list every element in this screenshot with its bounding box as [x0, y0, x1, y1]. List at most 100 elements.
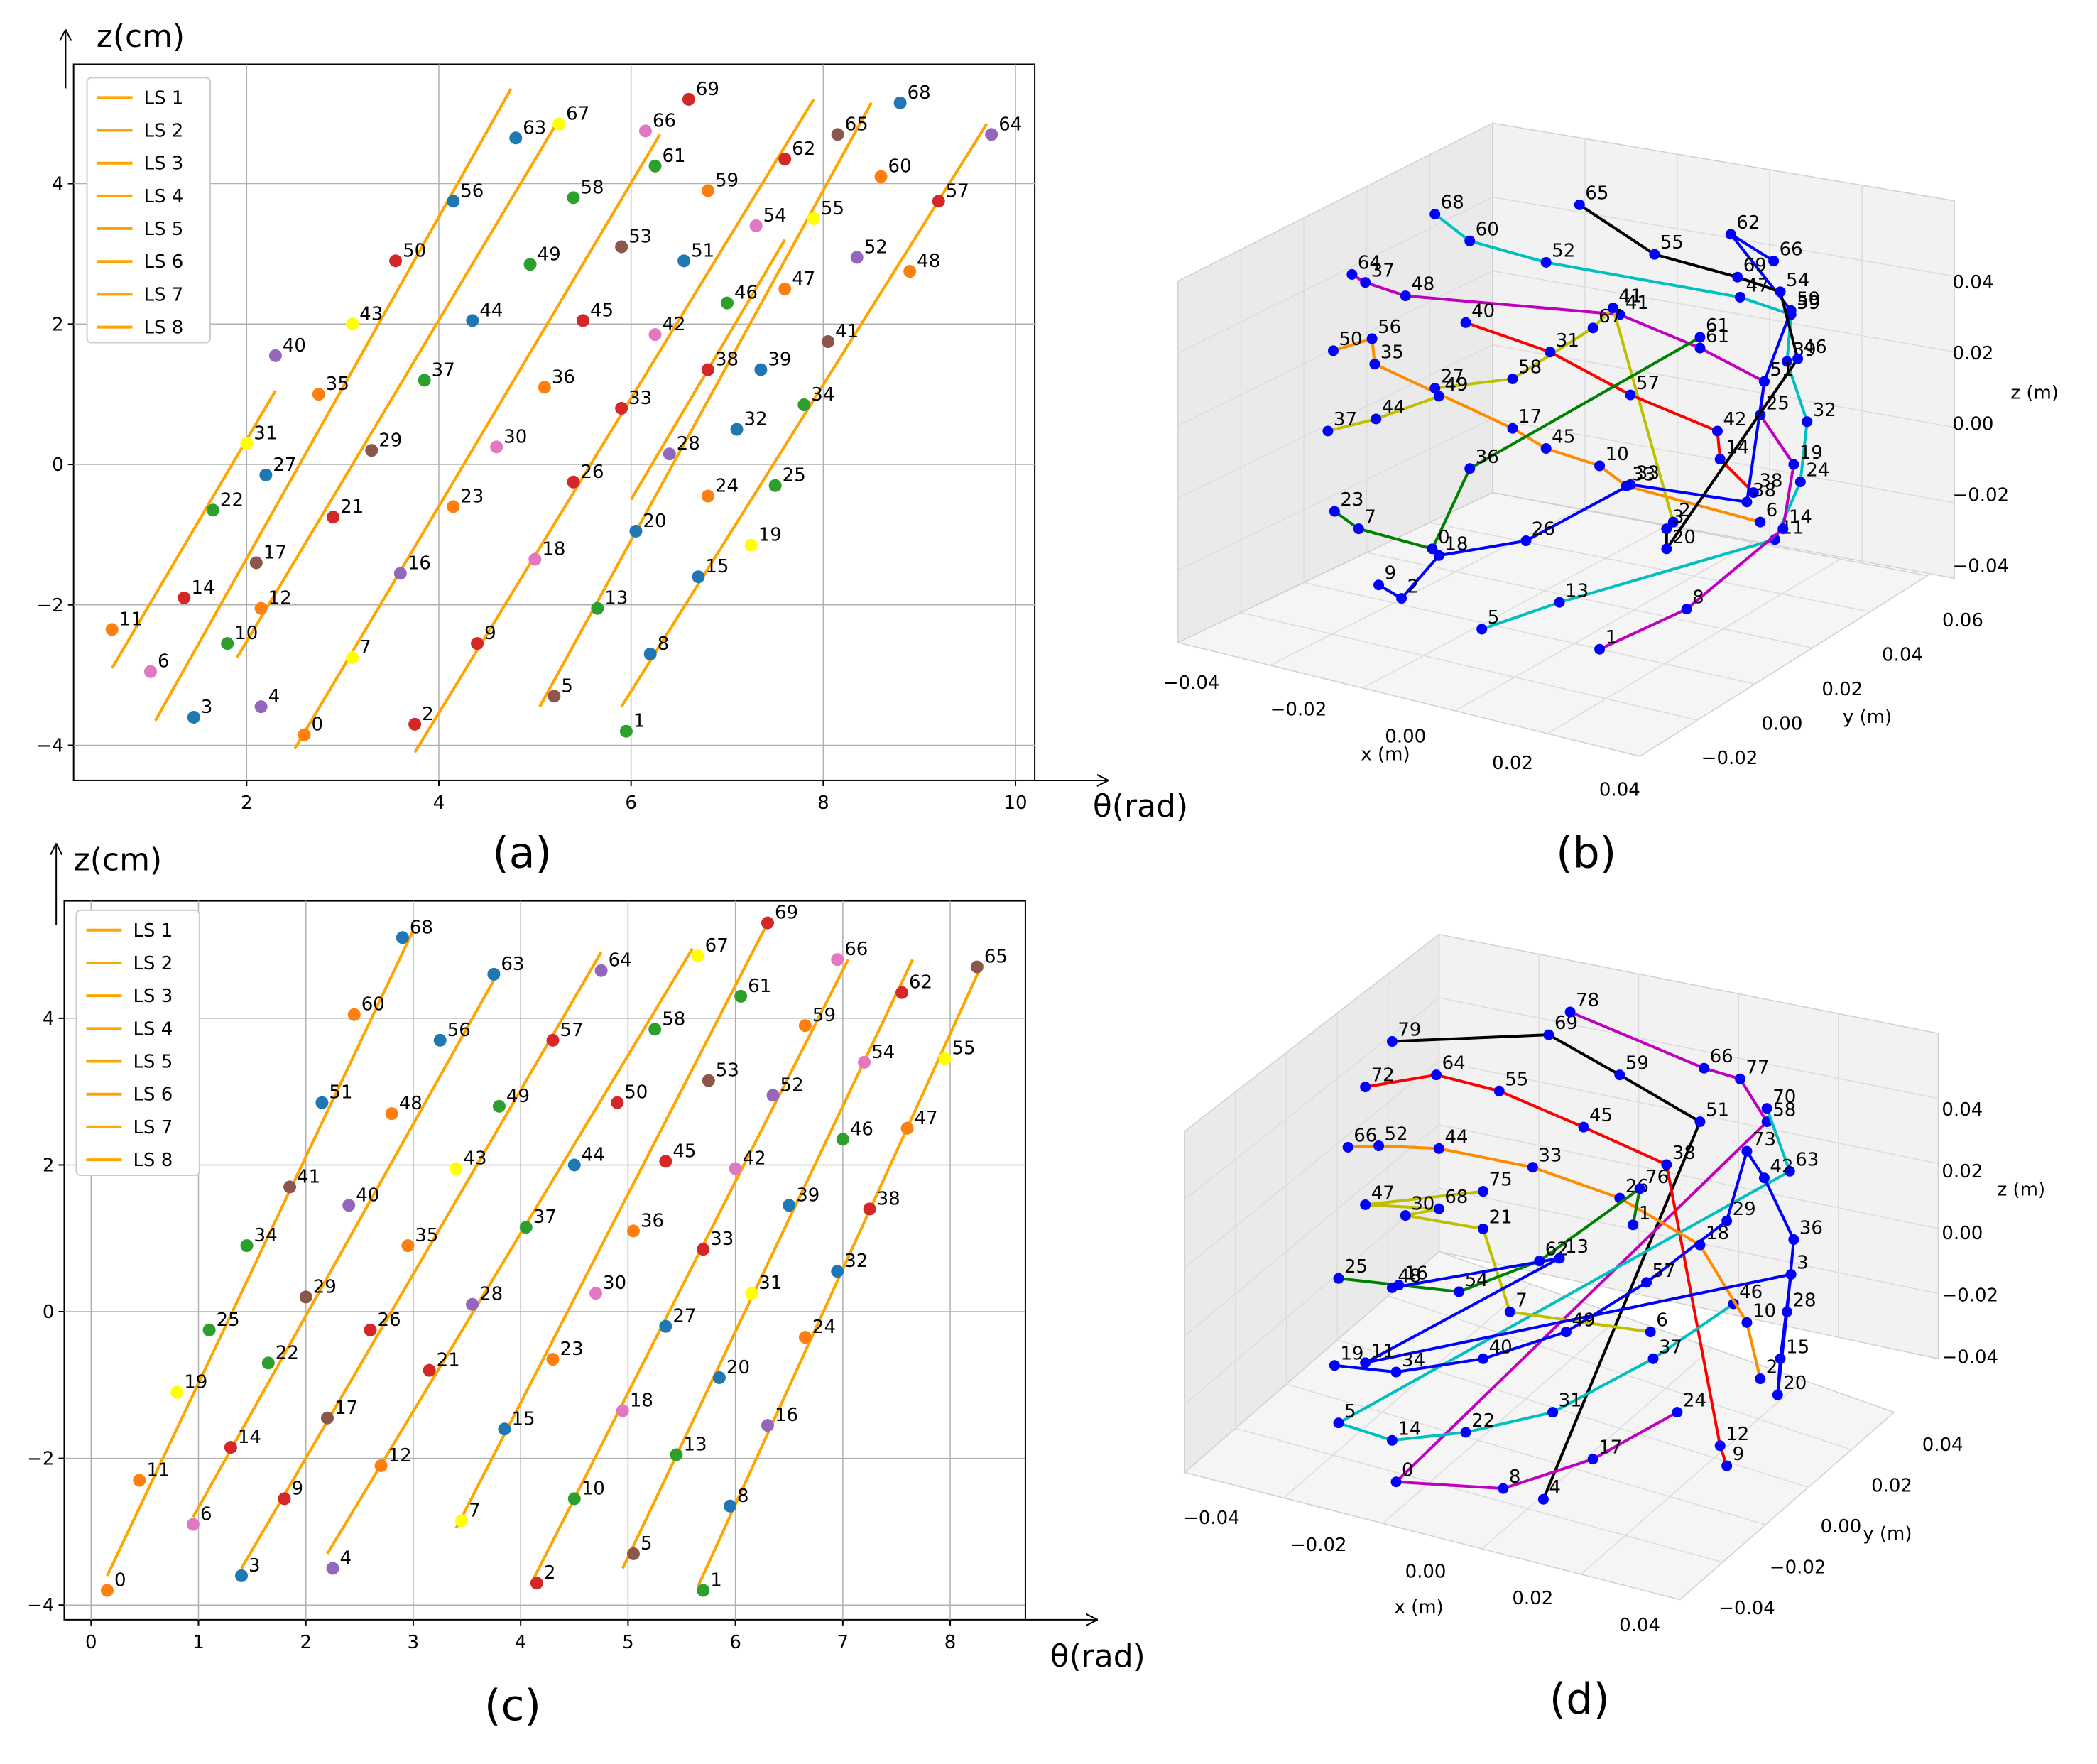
panel-label: (d) [1549, 1675, 1610, 1724]
curve-point-label: 29 [1733, 1199, 1756, 1220]
data-point-38 [863, 1202, 876, 1216]
fit-line-4 [326, 947, 694, 1555]
data-point-45 [659, 1155, 672, 1168]
data-point-14 [224, 1441, 237, 1454]
curve-point [1327, 345, 1339, 356]
data-point-27 [659, 1319, 672, 1333]
grid-line [1184, 1187, 1439, 1405]
curve-point-label: 59 [1797, 293, 1820, 314]
curve-point-label: 5 [1488, 607, 1500, 628]
data-point-label: 44 [479, 300, 503, 321]
curve-point [1537, 1493, 1549, 1505]
curve-point [1543, 1029, 1554, 1040]
curve-point [1792, 353, 1804, 364]
data-point-61 [734, 989, 748, 1003]
legend-label: LS 3 [144, 153, 184, 175]
data-point-64 [985, 128, 998, 141]
y-tick-label: 4 [52, 174, 64, 195]
curve-point-label: 41 [1618, 286, 1642, 307]
z-tick-label: −0.02 [1941, 1285, 1998, 1306]
data-point-19 [744, 538, 758, 552]
curve-point [1574, 199, 1585, 210]
data-point-label: 36 [552, 366, 575, 388]
data-point-label: 55 [952, 1038, 975, 1060]
data-point-33 [615, 401, 628, 415]
data-point-label: 54 [763, 205, 787, 227]
data-point-label: 24 [715, 476, 739, 497]
data-point-42 [729, 1162, 742, 1175]
data-point-11 [105, 623, 119, 636]
data-point-28 [663, 447, 676, 461]
data-point-30 [589, 1287, 603, 1300]
curve-point-label: 27 [1441, 366, 1464, 388]
x-tick-label: 0.04 [1619, 1615, 1660, 1636]
data-point-52 [850, 251, 864, 264]
curve-point [1587, 1454, 1598, 1465]
curve-point-label: 54 [1786, 270, 1809, 291]
x-tick-label: 0.00 [1385, 726, 1426, 747]
data-point-label: 53 [628, 227, 652, 248]
grid-line [1580, 1379, 1804, 1575]
legend-label: LS 7 [144, 284, 184, 305]
curve-point-label: 15 [1786, 1336, 1809, 1358]
z-tick-label: 0.02 [1952, 343, 1993, 364]
data-point-10 [567, 1492, 581, 1506]
data-point-label: 7 [359, 637, 371, 658]
curve-point-label: 6 [1766, 500, 1778, 521]
data-point-label: 52 [864, 236, 888, 258]
data-point-64 [594, 964, 608, 977]
fit-line-8 [236, 126, 556, 658]
grid-line [1283, 1283, 1531, 1498]
data-point-24 [701, 489, 714, 503]
legend-label: LS 1 [133, 920, 173, 942]
data-point-label: 48 [917, 251, 940, 272]
curve-point [1527, 1162, 1538, 1173]
curve-point-label: 45 [1589, 1105, 1613, 1126]
curve-point-label: 56 [1378, 317, 1401, 338]
legend-label: LS 6 [133, 1084, 173, 1106]
y-axis-arrowhead [59, 29, 72, 41]
data-point-17 [320, 1411, 334, 1425]
data-point-0 [298, 728, 311, 741]
x-tick-label: 10 [1003, 793, 1027, 814]
curve-point-label: 49 [1444, 374, 1468, 396]
curve-point [1699, 1062, 1710, 1074]
data-point-24 [798, 1331, 812, 1344]
x-tick-label: 6 [729, 1632, 741, 1653]
curve-point-label: 52 [1385, 1124, 1408, 1145]
data-point-label: 19 [184, 1372, 207, 1393]
grid-line [1177, 344, 1493, 499]
curve-point [1454, 1286, 1465, 1297]
curve-point [1661, 523, 1672, 535]
data-point-2 [530, 1577, 543, 1590]
grid-line [1366, 552, 1813, 649]
plot-frame [63, 900, 1026, 1621]
data-point-36 [538, 381, 551, 394]
curve-point-label: 42 [1723, 409, 1746, 430]
data-point-label: 44 [582, 1144, 605, 1165]
curve-7 [1378, 233, 1793, 601]
data-point-label: 19 [758, 525, 782, 546]
y-tick-label: 0.00 [1762, 714, 1803, 735]
curve-point [1735, 291, 1745, 303]
data-point-label: 39 [768, 349, 791, 371]
data-point-5 [626, 1547, 640, 1560]
curve-point-label: 41 [1625, 293, 1649, 314]
data-point-32 [730, 423, 744, 436]
data-point-label: 15 [511, 1408, 535, 1430]
x-tick-label: −0.04 [1163, 673, 1220, 694]
curve-point [1758, 376, 1770, 387]
data-point-62 [895, 986, 909, 999]
data-point-47 [900, 1121, 914, 1135]
data-point-label: 0 [114, 1570, 126, 1591]
curve-point [1390, 1476, 1402, 1488]
data-point-label: 10 [582, 1478, 605, 1499]
grid-line [1439, 1060, 1939, 1165]
data-point-label: 49 [506, 1086, 530, 1107]
curve-point-label: 44 [1444, 1126, 1468, 1148]
x-axis-arrowhead [1086, 1613, 1099, 1626]
curve-point-label: 44 [1382, 397, 1405, 418]
data-point-32 [831, 1265, 844, 1278]
data-point-59 [798, 1019, 812, 1033]
